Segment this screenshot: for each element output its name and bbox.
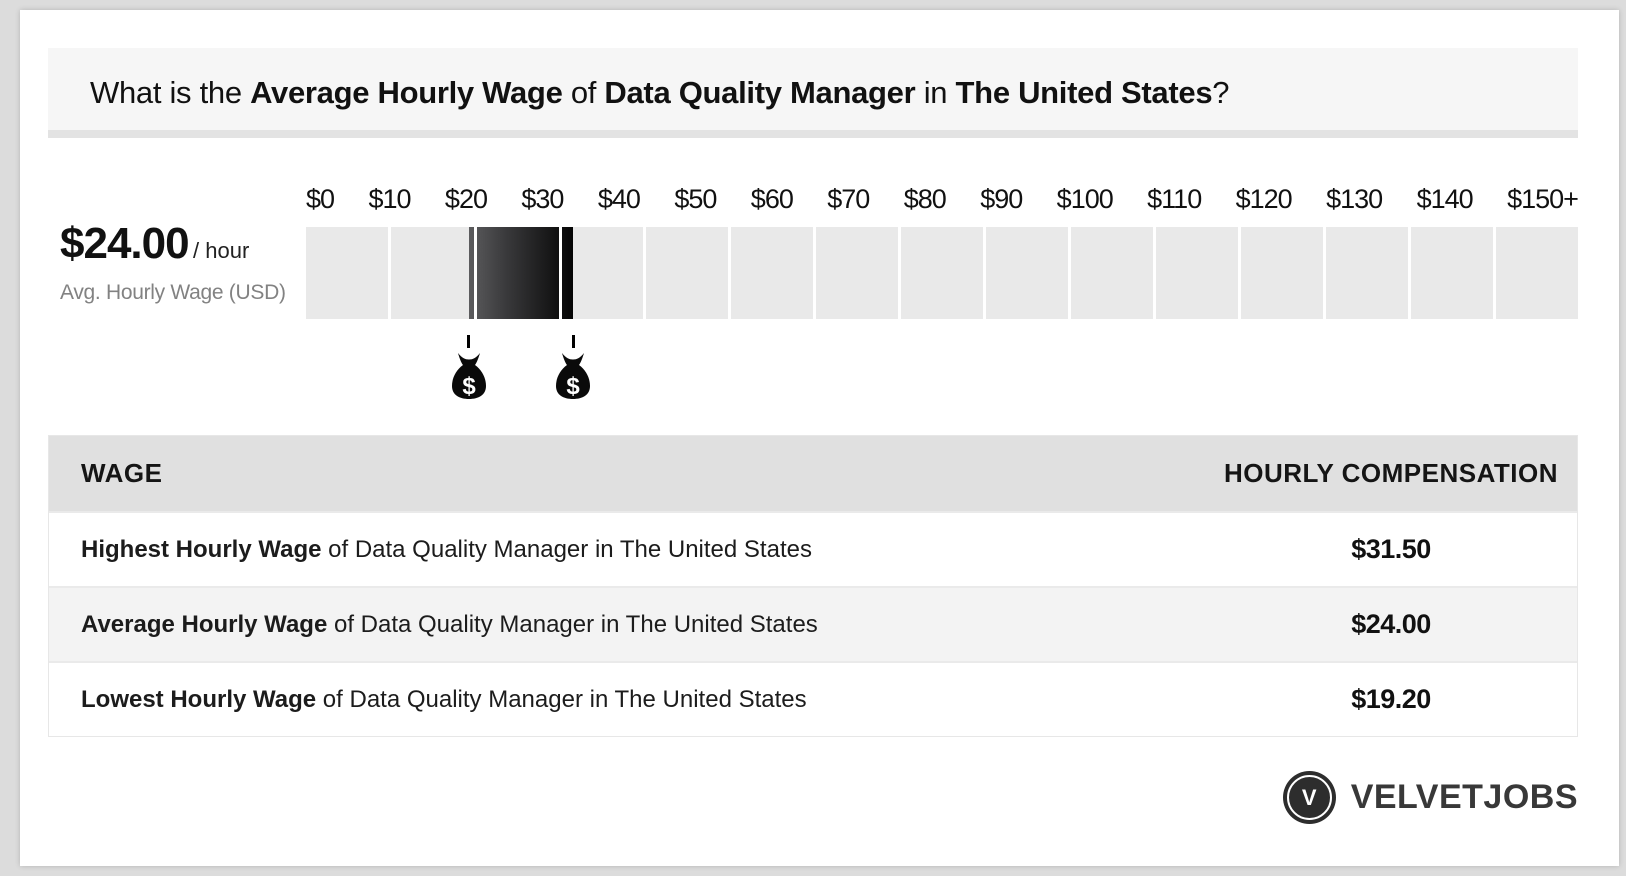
axis-tick-label: $50: [674, 184, 717, 214]
wage-value-cell: $24.00: [1351, 609, 1431, 639]
segment-gap-line: [558, 227, 562, 319]
wage-description-cell: Average Hourly Wage of Data Quality Mana…: [49, 611, 1205, 639]
marker-dash: [571, 335, 575, 348]
logo-text: VELVETJOBS: [1350, 778, 1578, 816]
average-wage-value: $24.00: [60, 219, 190, 268]
track-segment: [561, 227, 643, 319]
wage-chart: $24.00 / hour Avg. Hourly Wage (USD) $0 $…: [48, 183, 1579, 413]
wage-description-text: of Data Quality Manager in The United St…: [316, 685, 807, 713]
track-segment: [391, 227, 473, 319]
axis-tick-label: $110: [1147, 184, 1202, 214]
title-text: What is the: [90, 75, 251, 110]
svg-text:$: $: [462, 373, 476, 399]
infographic-card: What is the Average Hourly Wage of Data …: [20, 10, 1619, 866]
title-text: ?: [1212, 75, 1230, 110]
logo-initial: V: [1301, 784, 1317, 810]
axis-tick-label: $10: [368, 184, 411, 214]
axis-tick-label: $40: [597, 184, 641, 214]
track-segment: [986, 227, 1068, 319]
track-segment: [1496, 227, 1578, 319]
table-row: Lowest Hourly Wage of Data Quality Manag…: [49, 661, 1577, 736]
money-bag-marker: $: [553, 335, 593, 399]
axis-tick-label: $70: [827, 184, 870, 214]
wage-scale: $0 $10 $20 $30 $40 $50 $60 $70 $80 $90 $100 $110 $12…: [306, 183, 1579, 413]
axis-tick-label: $150+: [1507, 184, 1579, 214]
average-wage-unit: / hour: [193, 238, 250, 263]
track-segment: [1071, 227, 1153, 319]
average-wage-line: $24.00 / hour: [60, 219, 300, 269]
track-segment: [1411, 227, 1493, 319]
wage-table: WAGE HOURLY COMPENSATION Highest Hourly …: [48, 435, 1578, 737]
track-segment: [731, 227, 813, 319]
axis-labels: $0 $10 $20 $30 $40 $50 $60 $70 $80 $90 $100 $110 $12…: [306, 183, 1579, 219]
average-wage-stat: $24.00 / hour Avg. Hourly Wage (USD): [60, 219, 300, 305]
segment-gap-line: [474, 227, 478, 319]
track-segment: [1156, 227, 1238, 319]
axis-tick-label: $130: [1326, 184, 1383, 214]
wage-description-cell: Highest Hourly Wage of Data Quality Mana…: [49, 536, 1205, 564]
wage-description-text: of Data Quality Manager in The United St…: [321, 535, 812, 563]
table-row: Average Hourly Wage of Data Quality Mana…: [49, 586, 1577, 661]
title-bar: What is the Average Hourly Wage of Data …: [48, 48, 1578, 138]
money-bag-marker: $: [449, 335, 489, 399]
svg-text:$: $: [566, 373, 580, 399]
column-header-wage: WAGE: [81, 458, 163, 488]
money-bag-icon: $: [556, 353, 591, 399]
wage-description-text: of Data Quality Manager in The United St…: [327, 610, 818, 638]
axis-tick-label: $90: [980, 184, 1023, 214]
axis-tick-label: $20: [444, 184, 488, 214]
axis-tick-label: $60: [750, 184, 794, 214]
title-text: of: [562, 75, 605, 110]
axis-tick-label: $120: [1235, 184, 1293, 214]
track-segment: [816, 227, 898, 319]
axis-tick-label: $140: [1416, 184, 1474, 214]
wage-type-label: Highest Hourly Wage: [81, 535, 322, 563]
axis-tick-label: $80: [903, 184, 947, 214]
title-highlight-location: The United States: [955, 75, 1213, 110]
velvetjobs-logo: V VELVETJOBS: [1282, 771, 1578, 824]
title-text: in: [915, 75, 956, 110]
title-highlight-wage: Average Hourly Wage: [250, 75, 563, 110]
wage-value-cell: $19.20: [1351, 684, 1431, 714]
track-segment: [1326, 227, 1408, 319]
wage-range-bar: [468, 227, 574, 319]
marker-dash: [467, 335, 471, 348]
track-segment: [1241, 227, 1323, 319]
track-segment: [306, 227, 388, 319]
axis-tick-label: $0: [306, 184, 335, 214]
wage-value-cell: $31.50: [1351, 534, 1431, 564]
track-segment: [646, 227, 728, 319]
wage-type-label: Average Hourly Wage: [81, 610, 328, 638]
table-row: Highest Hourly Wage of Data Quality Mana…: [49, 511, 1577, 586]
column-header-hourly-compensation: HOURLY COMPENSATION: [1223, 458, 1559, 488]
money-bag-icon: $: [451, 353, 486, 399]
wage-description-cell: Lowest Hourly Wage of Data Quality Manag…: [49, 686, 1205, 714]
axis-tick-label: $30: [521, 184, 564, 214]
velvetjobs-logo-icon: V: [1282, 771, 1336, 824]
table-header-row: WAGE HOURLY COMPENSATION: [49, 436, 1577, 511]
table-body: Highest Hourly Wage of Data Quality Mana…: [49, 511, 1577, 736]
axis-tick-label: $100: [1056, 184, 1114, 214]
average-wage-caption: Avg. Hourly Wage (USD): [60, 281, 286, 304]
wage-track: [306, 227, 1578, 319]
wage-type-label: Lowest Hourly Wage: [81, 685, 317, 713]
title-highlight-job: Data Quality Manager: [604, 75, 916, 110]
page-title: What is the Average Hourly Wage of Data …: [48, 48, 1578, 138]
track-segment: [901, 227, 983, 319]
